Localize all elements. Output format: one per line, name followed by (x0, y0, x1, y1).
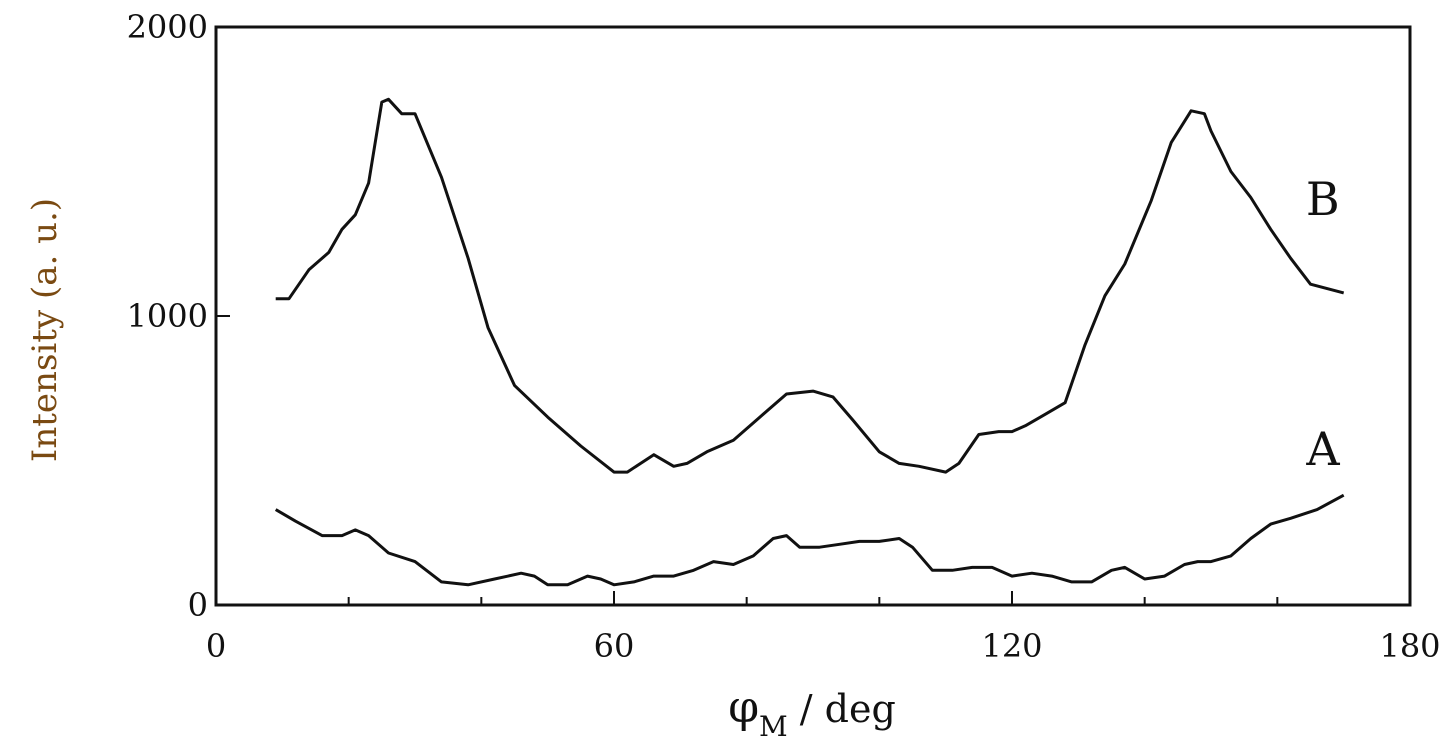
axis-tick-labels: 0 60 120 180 0 1000 2000 (127, 8, 1441, 665)
x-tick-label: 60 (594, 627, 635, 665)
x-axis-subscript: M (759, 710, 788, 743)
series-line-B (275, 97, 1345, 474)
x-tick-label: 180 (1379, 627, 1440, 665)
y-tick-label: 2000 (127, 8, 208, 46)
plot-frame (214, 25, 1412, 607)
series-labels: BA (1305, 172, 1340, 476)
y-tick-label: 1000 (127, 297, 208, 335)
x-axis-label: φM / deg (728, 682, 896, 743)
y-tick-label: 0 (188, 586, 208, 624)
series-label-A: A (1305, 422, 1340, 476)
x-axis-symbol: φ (728, 682, 759, 733)
series-line-A (274, 493, 1345, 587)
x-tick-label: 120 (981, 627, 1042, 665)
y-axis-label: Intensity (a. u.) (25, 198, 65, 462)
x-tick-label: 0 (206, 627, 226, 665)
x-axis-unit: / deg (788, 687, 896, 731)
series-label-B: B (1306, 172, 1340, 226)
axis-ticks (215, 26, 1411, 606)
series-lines (274, 97, 1345, 587)
